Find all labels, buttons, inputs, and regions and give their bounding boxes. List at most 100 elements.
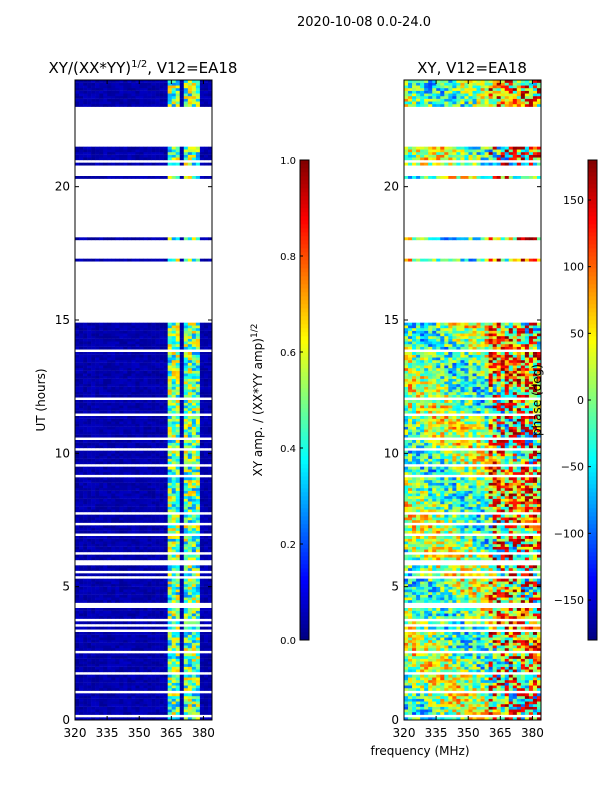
amp-cell xyxy=(91,592,96,595)
amp-cell xyxy=(131,421,136,425)
amp-cell xyxy=(123,146,128,150)
amp-cell xyxy=(111,472,116,475)
amp-cell xyxy=(127,458,132,462)
amp-cell xyxy=(203,482,209,486)
amp-cell xyxy=(139,416,144,419)
amp-cell xyxy=(155,520,160,523)
amp-cell xyxy=(151,541,156,545)
amp-cell xyxy=(135,493,140,497)
amp-cell xyxy=(99,528,104,531)
amp-cell xyxy=(91,456,96,459)
amp-cell xyxy=(207,592,213,595)
amp-cell xyxy=(191,445,197,449)
amp-cell xyxy=(207,696,213,699)
amp-cell xyxy=(183,506,189,510)
amp-cell xyxy=(151,154,156,158)
amp-cell xyxy=(191,152,197,155)
amp-cell xyxy=(171,544,177,547)
amp-cell xyxy=(83,528,88,531)
amp-cell xyxy=(127,506,132,510)
amp-cell xyxy=(207,712,213,715)
amp-cell xyxy=(187,426,193,430)
amp-cell xyxy=(175,418,181,422)
amp-cell xyxy=(143,568,148,571)
amp-cell xyxy=(195,634,201,638)
amp-cell xyxy=(99,146,104,150)
amp-cell xyxy=(131,514,136,518)
amp-cell xyxy=(171,514,177,518)
amp-cell xyxy=(203,554,209,558)
amp-cell xyxy=(99,536,104,539)
amp-cell xyxy=(159,485,164,489)
amp-cell xyxy=(131,608,136,611)
amp-cell xyxy=(131,466,136,470)
amp-cell xyxy=(191,608,197,611)
amp-cell xyxy=(83,386,88,390)
amp-cell xyxy=(75,162,80,166)
amp-cell xyxy=(195,394,201,398)
amp-cell xyxy=(83,149,88,153)
amp-cell xyxy=(115,434,120,438)
amp-cell xyxy=(187,146,193,150)
amp-cell xyxy=(163,565,168,569)
amp-cell xyxy=(99,640,104,643)
amp-cell xyxy=(207,328,213,331)
amp-cell xyxy=(199,88,205,91)
amp-cell xyxy=(103,146,108,150)
amp-cell xyxy=(191,154,197,158)
amp-cell xyxy=(119,370,124,374)
amp-cell xyxy=(143,336,148,339)
amp-cell xyxy=(151,632,156,635)
amp-cell xyxy=(183,488,189,491)
amp-cell xyxy=(159,453,164,457)
amp-cell xyxy=(159,584,164,587)
amp-cell xyxy=(151,82,156,86)
amp-cell xyxy=(123,322,128,326)
amp-cell xyxy=(171,338,177,342)
amp-cell xyxy=(171,469,177,473)
amp-cell xyxy=(79,509,84,513)
amp-cell xyxy=(207,154,213,158)
amp-cell xyxy=(103,338,108,342)
amp-cell xyxy=(103,514,108,518)
amp-cell xyxy=(171,704,177,707)
amp-cell xyxy=(163,597,168,601)
amp-cell xyxy=(155,88,160,91)
amp-cell xyxy=(131,613,136,617)
amp-cell xyxy=(111,405,116,409)
amp-cell xyxy=(199,104,205,107)
amp-cell xyxy=(107,416,112,419)
amp-cell xyxy=(87,696,92,699)
amp-cell xyxy=(175,589,181,593)
amp-cell xyxy=(191,682,197,686)
amp-cell xyxy=(123,410,128,414)
amp-cell xyxy=(179,693,185,697)
amp-cell xyxy=(147,698,152,702)
amp-cell xyxy=(159,592,164,595)
amp-cell xyxy=(119,557,124,561)
amp-cell xyxy=(87,373,92,377)
colorbar-segment xyxy=(300,388,309,393)
amp-cell xyxy=(75,544,80,547)
amp-cell xyxy=(159,661,164,665)
amp-cell xyxy=(171,653,177,657)
amp-cell xyxy=(163,530,168,534)
amp-cell xyxy=(199,589,205,593)
amp-cell xyxy=(151,594,156,598)
amp-cell xyxy=(163,610,168,614)
amp-cell xyxy=(143,538,148,542)
amp-cell xyxy=(115,682,120,686)
amp-cell xyxy=(139,573,144,577)
amp-cell xyxy=(187,525,193,529)
amp-cell xyxy=(167,392,173,395)
amp-cell xyxy=(207,378,213,382)
amp-cell xyxy=(115,389,120,393)
amp-cell xyxy=(203,485,209,489)
amp-cell xyxy=(163,626,168,630)
amp-cell xyxy=(127,424,132,427)
amp-cell xyxy=(147,96,152,99)
amp-cell xyxy=(107,384,112,387)
amp-cell xyxy=(183,600,189,603)
amp-cell xyxy=(159,418,164,422)
amp-cell xyxy=(175,648,181,651)
